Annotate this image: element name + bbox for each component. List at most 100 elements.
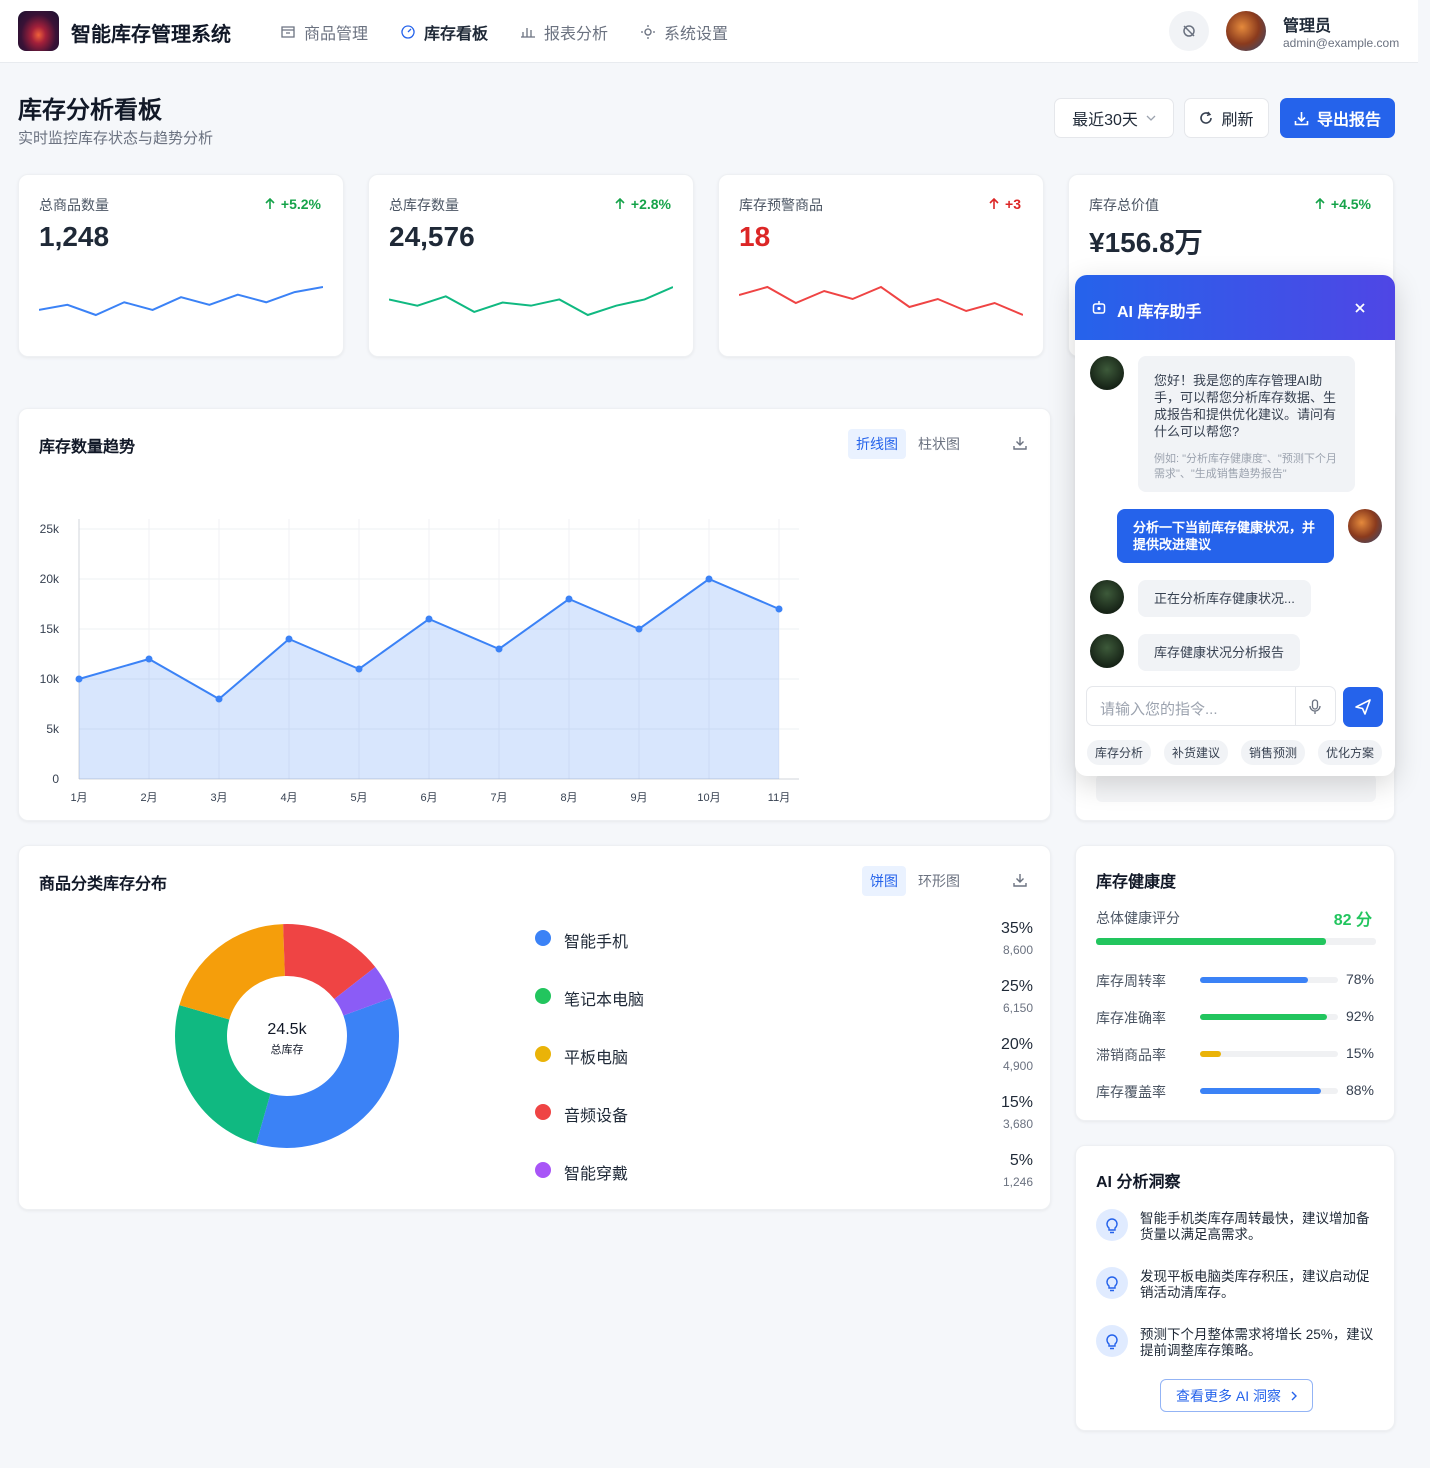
sparkline-line — [39, 286, 323, 317]
icon — [1294, 111, 1309, 125]
y-tick-label: 15k — [40, 622, 60, 636]
download-button[interactable] — [1013, 436, 1027, 450]
nav-item[interactable]: 系统设置 — [640, 20, 728, 44]
legend-percent: 15% — [1000, 1094, 1033, 1111]
quick-chip[interactable]: 销售预测 — [1241, 740, 1306, 765]
point — [565, 595, 573, 603]
bot-avatar — [1090, 356, 1124, 390]
sparkline-line — [389, 286, 673, 317]
overall-label: 总体健康评分 — [1096, 910, 1180, 926]
metric-value: 15% — [1345, 1045, 1374, 1061]
point — [775, 605, 783, 613]
toggle-option[interactable]: 折线图 — [848, 429, 906, 459]
point — [145, 655, 153, 663]
nav-label: 系统设置 — [664, 26, 729, 43]
legend-row: 音频设备 15% 3,680 — [535, 1092, 1033, 1132]
stat-change: +4.5% — [1315, 196, 1371, 212]
message-text: 库存健康状况分析报告 — [1154, 645, 1285, 660]
legend-row: 智能穿戴 5% 1,246 — [535, 1150, 1033, 1190]
metric-label: 滞销商品率 — [1096, 1047, 1166, 1063]
bulb — [1106, 1218, 1118, 1234]
icon-shape — [281, 26, 295, 38]
message-text: 您好！我是您的库存管理AI助手，可以帮您分析库存数据、生成报告和提供优化建议。请… — [1154, 373, 1337, 439]
x-tick-label: 11月 — [768, 792, 790, 804]
icon — [1200, 111, 1213, 124]
placeholder-block — [1096, 774, 1376, 802]
user-avatar[interactable] — [1226, 11, 1266, 51]
quick-chip[interactable]: 补货建议 — [1164, 740, 1229, 765]
line-chart: 0 5k 10k 15k 20k 25k 1月 2月 3月 4月 5月 6月 7月 8月 9月 10月 11月 — [40, 519, 799, 804]
toggle-option[interactable]: 环形图 — [918, 873, 960, 889]
arrow-icon — [265, 198, 275, 209]
sparkline-line — [739, 285, 1023, 316]
toggle-option[interactable]: 柱状图 — [918, 436, 960, 452]
icon — [1183, 25, 1195, 37]
metric-bar — [1200, 977, 1308, 983]
stat-label: 总商品数量 — [39, 197, 109, 213]
command-input[interactable]: 请输入您的指令... — [1086, 686, 1336, 726]
donut-slice — [175, 1005, 271, 1144]
legend-percent: 20% — [1000, 1036, 1033, 1053]
point — [705, 575, 713, 583]
icon — [401, 25, 415, 39]
legend-count: 3,680 — [1002, 1117, 1033, 1131]
bulb — [1106, 1276, 1118, 1292]
export-button[interactable]: 导出报告 — [1280, 98, 1395, 138]
refresh-button[interactable]: 刷新 — [1184, 98, 1269, 138]
icon-shape — [521, 28, 536, 38]
insight-text: 智能手机类库存周转最快，建议增加备货量以满足高需求。 — [1140, 1211, 1370, 1242]
metric-value: 78% — [1345, 971, 1374, 987]
icon — [1355, 699, 1371, 715]
refresh-label: 刷新 — [1221, 112, 1254, 129]
legend-percent: 5% — [1009, 1152, 1033, 1169]
arrow-icon — [989, 198, 999, 209]
stat-card: 总库存数量 +2.8% 24,576 — [368, 174, 694, 357]
metric-bar — [1200, 1014, 1327, 1020]
toggle-option[interactable]: 饼图 — [862, 866, 906, 896]
user-name: 管理员 — [1283, 18, 1332, 35]
range-label: 最近30天 — [1072, 112, 1138, 129]
icon-bg — [1096, 1267, 1128, 1299]
legend-row: 智能手机 35% 8,600 — [535, 918, 1033, 958]
icon — [281, 26, 295, 38]
bubble: 分析一下当前库存健康状况，并提供改进建议 — [1117, 509, 1334, 563]
stat-card: 总商品数量 +5.2% 1,248 — [18, 174, 344, 357]
donut-slice — [179, 924, 285, 1020]
notification-button[interactable] — [1169, 11, 1209, 51]
range-select[interactable]: 最近30天 — [1054, 98, 1174, 138]
close-button[interactable] — [1355, 303, 1365, 313]
center-value: 24.5k — [267, 1021, 307, 1038]
quick-chip[interactable]: 优化方案 — [1318, 740, 1383, 765]
x-tick-label: 5月 — [350, 792, 367, 804]
insight-icon — [1096, 1267, 1128, 1299]
bulb — [1106, 1334, 1118, 1350]
overall-track — [1096, 938, 1376, 945]
center-label: 总库存 — [271, 1042, 304, 1056]
send-button[interactable] — [1343, 687, 1383, 727]
donut-slice — [334, 967, 393, 1016]
nav: 商品管理 库存看板 报表分析 系统设置 — [280, 20, 728, 44]
legend-count: 4,900 — [1002, 1059, 1033, 1073]
legend-dot — [535, 1046, 551, 1062]
x-tick-label: 10月 — [697, 792, 720, 804]
icon — [641, 25, 656, 39]
more-insights-button[interactable]: 查看更多 AI 洞察 — [1160, 1379, 1313, 1412]
x-tick-label: 7月 — [490, 792, 507, 804]
input-placeholder: 请输入您的指令... — [1100, 701, 1218, 718]
change-text: +5.2% — [280, 196, 321, 212]
legend-count: 1,246 — [1002, 1175, 1033, 1189]
nav-item[interactable]: 报表分析 — [520, 20, 608, 44]
x-tick-label: 4月 — [280, 792, 297, 804]
download-button[interactable] — [1013, 873, 1027, 887]
mic-button[interactable] — [1309, 699, 1321, 715]
insight-text: 预测下个月整体需求将增长 25%，建议提前调整库存策略。 — [1140, 1327, 1374, 1358]
nav-item[interactable]: 库存看板 — [400, 20, 488, 44]
insight-item: 智能手机类库存周转最快，建议增加备货量以满足高需求。 — [1096, 1209, 1376, 1259]
sparkline — [39, 286, 323, 317]
metric-track — [1200, 1088, 1338, 1094]
overall-bar — [1096, 938, 1326, 945]
metric-track — [1200, 977, 1338, 983]
quick-chip[interactable]: 库存分析 — [1087, 740, 1152, 765]
nav-item[interactable]: 商品管理 — [280, 20, 368, 44]
change-text: +3 — [1005, 196, 1021, 212]
